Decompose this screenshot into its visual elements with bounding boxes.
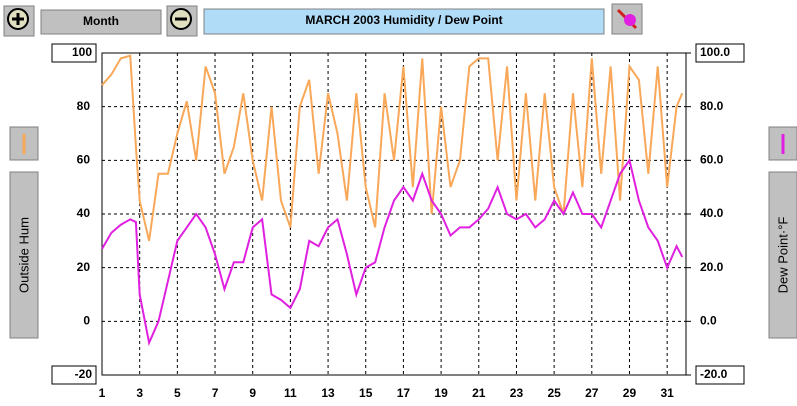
x-tick-label: 1 [99, 386, 106, 400]
series-line [101, 157, 684, 347]
x-tick-label: 9 [249, 386, 256, 400]
x-tick-label: 21 [472, 386, 486, 400]
period-label: Month [83, 14, 119, 28]
y2-axis-label: Dew Point·°F [775, 217, 790, 294]
y2-tick-label: -20.0 [700, 367, 728, 381]
x-tick-label: 27 [585, 386, 599, 400]
series-line [101, 54, 684, 242]
y-tick-box [51, 43, 97, 63]
title-box [203, 8, 605, 35]
x-tick-label: 15 [359, 386, 373, 400]
y2-tick-label: 20.0 [700, 260, 724, 274]
y-tick-label: 80 [77, 99, 91, 113]
x-tick-label: 11 [284, 386, 297, 400]
color-button[interactable] [611, 3, 643, 35]
left-series-button[interactable]: Outside Hum [9, 126, 39, 339]
x-tick-label: 23 [510, 386, 524, 400]
y-tick-label: 0 [83, 314, 90, 328]
x-tick-label: 3 [136, 386, 143, 400]
y2-tick-label: 100.0 [700, 45, 730, 59]
x-tick-label: 5 [174, 386, 181, 400]
zoom-in-button[interactable] [3, 5, 35, 37]
y-tick-label: 40 [77, 206, 91, 220]
y-tick-label: 100 [72, 45, 92, 59]
y-tick-label: 60 [77, 153, 91, 167]
plot-area [101, 52, 687, 376]
x-tick-label: 7 [212, 386, 219, 400]
y2-tick-label: 40.0 [700, 206, 724, 220]
x-tick-label: 13 [321, 386, 335, 400]
x-tick-label: 17 [397, 386, 411, 400]
y-tick-label: -20 [75, 367, 93, 381]
chart-title: MARCH 2003 Humidity / Dew Point [305, 13, 502, 27]
y2-tick-label: 0.0 [700, 314, 717, 328]
y-tick-label: 20 [77, 260, 91, 274]
x-tick-label: 31 [660, 386, 674, 400]
y-axis-label: Outside Hum [16, 217, 31, 293]
y2-tick-box [695, 365, 745, 385]
y2-tick-box [695, 43, 745, 63]
x-tick-label: 25 [547, 386, 561, 400]
x-tick-label: 29 [623, 386, 637, 400]
y-tick-box [51, 365, 97, 385]
y2-tick-label: 60.0 [700, 153, 724, 167]
right-series-button[interactable]: Dew Point·°F [768, 126, 797, 339]
x-tick-label: 19 [434, 386, 448, 400]
period-button[interactable]: Month [40, 9, 162, 35]
zoom-out-button[interactable] [166, 5, 198, 37]
y2-tick-label: 80.0 [700, 99, 724, 113]
